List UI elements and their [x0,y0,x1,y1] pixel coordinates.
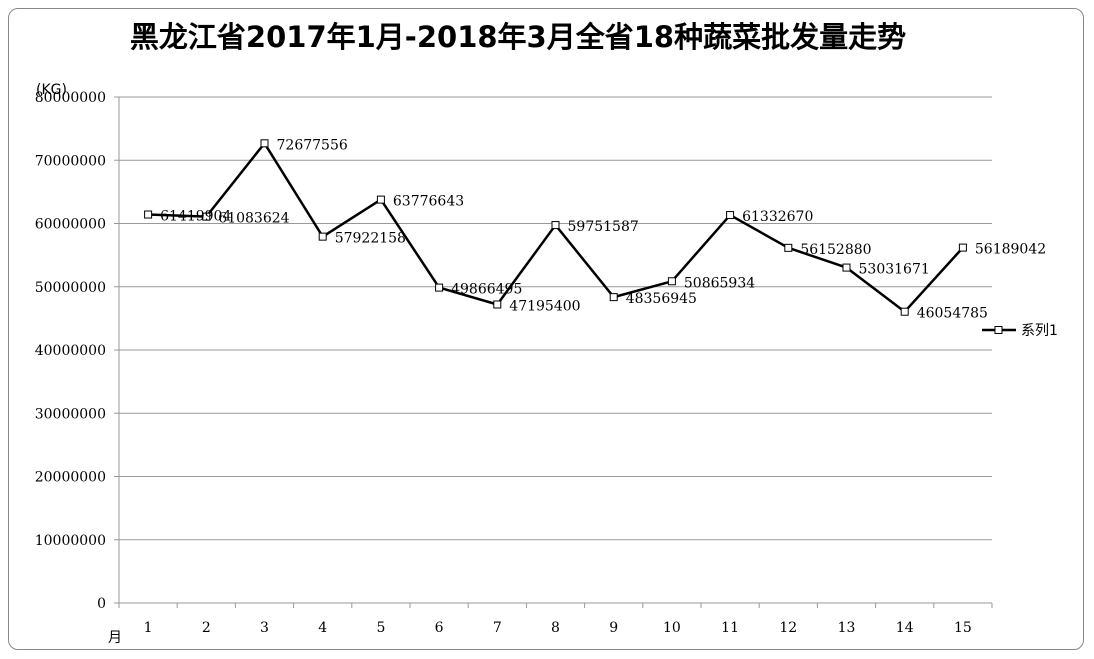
data-point [726,211,735,220]
y-tick-label: 0 [97,596,106,612]
x-tick-labels: 1 2 3 4 5 6 7 8 9 10 11 12 13 14 15 [144,620,972,636]
data-point [784,243,793,252]
legend: 系列1 [982,323,1058,339]
data-point [435,283,444,292]
data-label: 63776643 [393,194,464,210]
y-tick-labels: 0 10000000 20000000 30000000 40000000 5000000… [35,90,106,612]
y-tick-label: 30000000 [35,406,106,422]
y-tick-label: 40000000 [35,343,106,359]
data-point [609,293,618,302]
data-label: 47195400 [509,298,580,314]
data-label: 61332670 [742,209,813,225]
x-tick-label: 7 [493,620,502,636]
data-point [376,195,385,204]
x-tick-label: 12 [779,620,797,636]
x-tick-label: 8 [551,620,560,636]
data-label: 50865934 [684,275,755,291]
x-tick-label: 14 [896,620,914,636]
data-label: 61083624 [218,211,289,227]
y-tick-label: 20000000 [35,470,106,486]
chart-frame [8,8,1084,650]
data-point [842,263,851,272]
data-label: 48356945 [626,291,697,307]
x-tick-label: 15 [954,620,972,636]
y-tick-label: 60000000 [35,217,106,233]
x-tick-label: 10 [663,620,681,636]
y-tick-label: 70000000 [35,153,106,169]
x-tick-label: 1 [144,620,153,636]
y-tick-label: 80000000 [35,90,106,106]
x-tick-label: 6 [435,620,444,636]
data-point [260,139,269,148]
x-tick-label: 3 [260,620,269,636]
y-axis-label: (KG) [36,82,67,98]
data-point [318,232,327,241]
chart-title: 黑龙江省2017年1月-2018年3月全省18种蔬菜批发量走势 [129,20,907,54]
legend-entry: 系列1 [1021,323,1058,339]
data-point [493,300,502,309]
data-label: 56152880 [800,242,871,258]
x-tick-label: 5 [376,620,385,636]
y-tick-label: 50000000 [35,280,106,296]
x-tick-label: 11 [721,620,739,636]
data-label: 49866495 [451,282,522,298]
data-points [144,139,967,316]
axes [114,96,993,608]
y-tick-label: 10000000 [35,533,106,549]
x-tick-label: 9 [609,620,618,636]
data-label: 53031671 [859,262,930,278]
data-point [144,210,153,219]
data-label: 46054785 [917,306,988,322]
data-point [900,307,909,316]
x-tick-label: 4 [318,620,327,636]
data-point [202,212,211,221]
x-axis-label: 月 [108,630,122,646]
legend-marker [994,326,1003,334]
data-point [551,221,560,230]
data-label: 72677556 [277,137,348,153]
x-tick-label: 13 [838,620,856,636]
data-label: 56189042 [975,242,1046,258]
data-label: 61419904 [160,209,231,225]
data-point [958,243,967,252]
data-label: 59751587 [568,219,639,235]
x-tick-label: 2 [202,620,211,636]
data-point [667,277,676,286]
data-label: 57922158 [335,231,406,247]
